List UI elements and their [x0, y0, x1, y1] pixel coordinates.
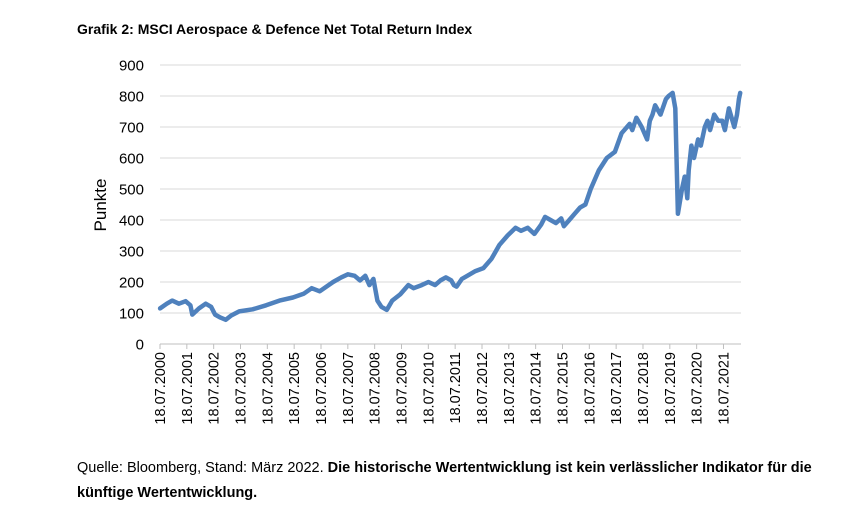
y-axis-label: Punkte: [91, 179, 110, 232]
y-tick-label: 800: [119, 89, 144, 106]
y-tick-labels: 0 100 200 300 400 500 600 700 800 900: [119, 58, 144, 354]
source-prefix: Quelle: Bloomberg, Stand: März 2022.: [77, 460, 328, 476]
x-tick-label: 18.07.2001: [180, 352, 196, 425]
x-tick-label: 18.07.2002: [207, 352, 223, 425]
x-tick-label: 18.07.2012: [475, 352, 491, 425]
y-tick-label: 200: [119, 275, 144, 292]
x-tick-label: 18.07.2004: [260, 352, 276, 425]
x-tick-label: 18.07.2014: [529, 352, 545, 425]
x-tick-label: 18.07.2010: [421, 352, 437, 425]
x-tick-label: 18.07.2017: [609, 352, 625, 425]
y-tick-label: 0: [136, 337, 144, 354]
y-tick-label: 900: [119, 58, 144, 75]
y-tick-label: 100: [119, 306, 144, 323]
x-tick-label: 18.07.2003: [233, 352, 249, 425]
x-tick-label: 18.07.2016: [582, 352, 598, 425]
y-tick-label: 700: [119, 120, 144, 137]
y-tick-label: 300: [119, 244, 144, 261]
disclaimer: Die historische Wertentwicklung ist kein…: [77, 460, 812, 501]
series-group: [157, 90, 743, 323]
y-tick-label: 500: [119, 182, 144, 199]
x-tick-labels: 18.07.2000 18.07.2001 18.07.2002 18.07.2003…: [153, 344, 732, 425]
x-tick-label: 18.07.2011: [448, 352, 464, 424]
series-line-0: [157, 90, 743, 323]
x-tick-label: 18.07.2019: [663, 352, 679, 425]
x-tick-label: 18.07.2020: [690, 352, 706, 425]
y-tick-label: 600: [119, 151, 144, 168]
x-tick-label: 18.07.2007: [341, 352, 357, 425]
x-tick-label: 18.07.2013: [502, 352, 518, 425]
y-tick-label: 400: [119, 213, 144, 230]
x-tick-label: 18.07.2008: [368, 352, 384, 425]
chart-title: Grafik 2: MSCI Aerospace & Defence Net T…: [77, 21, 473, 37]
x-tick-label: 18.07.2021: [716, 352, 732, 425]
x-tick-label: 18.07.2015: [555, 352, 571, 425]
source-note: Quelle: Bloomberg, Stand: März 2022. Die…: [77, 456, 837, 506]
x-tick-label: 18.07.2005: [287, 352, 303, 425]
x-tick-label: 18.07.2006: [314, 352, 330, 425]
x-tick-label: 18.07.2009: [394, 352, 410, 425]
x-tick-label: 18.07.2018: [636, 352, 652, 425]
gridlines: [160, 64, 741, 314]
x-tick-label: 18.07.2000: [153, 352, 169, 425]
